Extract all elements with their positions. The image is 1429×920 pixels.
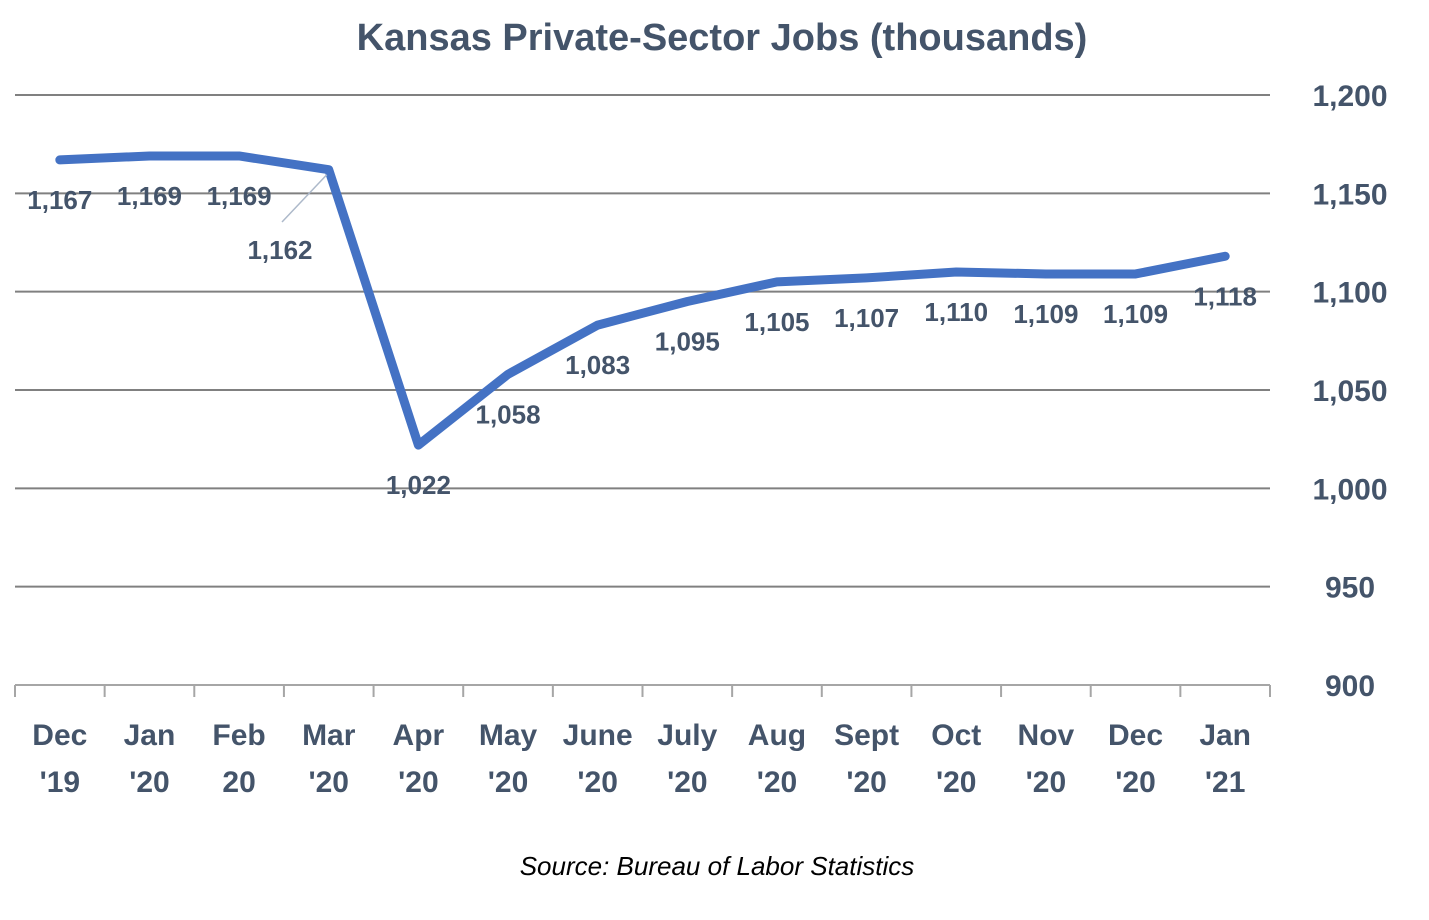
- x-tick-label: '20: [398, 766, 439, 799]
- x-tick-label: Feb: [212, 719, 265, 752]
- y-tick-label: 1,150: [1312, 178, 1387, 211]
- x-tick-label: Sept: [834, 719, 899, 752]
- source-note: Source: Bureau of Labor Statistics: [520, 851, 915, 881]
- y-tick-label: 1,100: [1312, 277, 1387, 310]
- x-tick-label: June: [563, 719, 633, 752]
- x-tick-label: Jan: [1199, 719, 1251, 752]
- x-tick-label: Oct: [931, 719, 981, 752]
- data-label: 1,022: [386, 470, 451, 500]
- x-tick-label: Dec: [1108, 719, 1163, 752]
- x-tick-label: '20: [936, 766, 977, 799]
- data-label: 1,083: [565, 350, 630, 380]
- data-label: 1,169: [117, 181, 182, 211]
- x-tick-label: '20: [308, 766, 349, 799]
- x-tick-label: Mar: [302, 719, 356, 752]
- x-tick-label: '20: [846, 766, 887, 799]
- data-label: 1,169: [207, 181, 272, 211]
- y-tick-label: 900: [1325, 670, 1375, 703]
- data-label: 1,058: [475, 399, 540, 429]
- x-tick-label: Aug: [748, 719, 806, 752]
- data-label: 1,167: [27, 185, 92, 215]
- x-tick-label: '20: [488, 766, 529, 799]
- data-label: 1,109: [1013, 299, 1078, 329]
- x-tick-label: July: [657, 719, 717, 752]
- y-tick-label: 950: [1325, 572, 1375, 605]
- leader-line: [282, 175, 327, 222]
- x-tick-label: '20: [577, 766, 618, 799]
- x-tick-label: '19: [40, 766, 81, 799]
- x-tick-label: '20: [1026, 766, 1067, 799]
- x-tick-label: Dec: [32, 719, 87, 752]
- y-tick-label: 1,050: [1312, 375, 1387, 408]
- chart-title: Kansas Private-Sector Jobs (thousands): [357, 17, 1088, 59]
- x-tick-label: '20: [1115, 766, 1156, 799]
- data-label: 1,105: [744, 307, 809, 337]
- data-label: 1,107: [834, 303, 899, 333]
- data-label: 1,109: [1103, 299, 1168, 329]
- data-label: 1,118: [1193, 281, 1257, 311]
- data-label: 1,095: [655, 327, 720, 357]
- y-tick-label: 1,200: [1312, 80, 1387, 113]
- x-tick-label: Nov: [1018, 719, 1075, 752]
- x-tick-label: May: [479, 719, 538, 752]
- x-tick-label: '21: [1205, 766, 1246, 799]
- x-tick-label: Apr: [393, 719, 445, 752]
- x-tick-label: 20: [222, 766, 255, 799]
- data-label: 1,162: [247, 235, 312, 265]
- data-label: 1,110: [924, 297, 988, 327]
- x-tick-label: '20: [667, 766, 708, 799]
- x-tick-label: Jan: [124, 719, 176, 752]
- x-tick-label: '20: [129, 766, 170, 799]
- y-tick-label: 1,000: [1312, 473, 1387, 506]
- x-tick-label: '20: [757, 766, 798, 799]
